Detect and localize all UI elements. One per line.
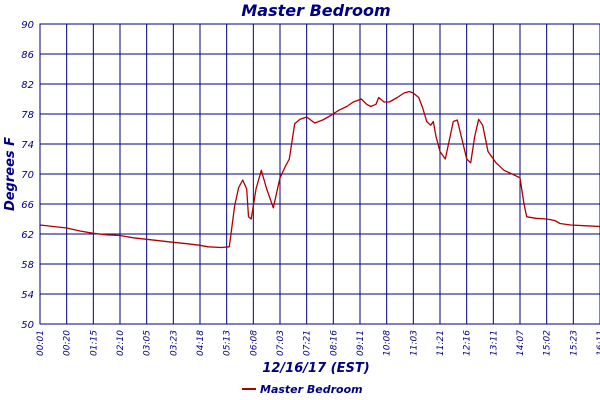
y-tick-label: 90 bbox=[21, 20, 34, 31]
x-tick-label: 05:13 bbox=[223, 330, 233, 356]
x-tick-label: 01:15 bbox=[89, 330, 99, 356]
x-tick-label: 00:20 bbox=[63, 330, 73, 356]
y-tick-label: 62 bbox=[21, 230, 34, 241]
y-tick-label: 74 bbox=[21, 140, 34, 151]
y-tick-label: 66 bbox=[21, 200, 34, 211]
x-tick-label: 07:21 bbox=[303, 330, 313, 356]
y-tick-label: 54 bbox=[21, 290, 34, 301]
x-tick-label: 08:16 bbox=[329, 330, 339, 356]
chart-title: Master Bedroom bbox=[241, 1, 390, 20]
x-tick-label: 15:02 bbox=[543, 330, 553, 356]
y-tick-label: 58 bbox=[21, 260, 34, 271]
x-tick-label: 14:07 bbox=[516, 330, 526, 356]
x-tick-label: 13:11 bbox=[489, 330, 499, 356]
x-tick-label: 12:16 bbox=[463, 330, 473, 356]
x-tick-label: 10:08 bbox=[383, 330, 393, 356]
plot-frame bbox=[39, 23, 600, 325]
x-tick-label: 06:08 bbox=[249, 330, 259, 356]
grid bbox=[39, 23, 600, 325]
legend-label: Master Bedroom bbox=[260, 383, 363, 396]
x-tick-label: 11:21 bbox=[436, 330, 446, 356]
y-tick-label: 70 bbox=[21, 170, 34, 181]
y-tick-label: 82 bbox=[21, 80, 34, 91]
legend: Master Bedroom bbox=[242, 383, 363, 396]
y-axis-ticks: 50 54 58 62 66 70 74 78 82 86 90 bbox=[21, 20, 34, 331]
x-tick-label: 02:10 bbox=[116, 330, 126, 356]
series-line bbox=[39, 90, 600, 249]
y-tick-label: 50 bbox=[21, 320, 34, 331]
x-tick-label: 16:11 bbox=[596, 330, 600, 356]
series-layer bbox=[39, 90, 600, 249]
x-tick-label: 00:01 bbox=[36, 330, 46, 356]
x-tick-label: 04:18 bbox=[196, 330, 206, 356]
y-tick-label: 86 bbox=[21, 50, 34, 61]
y-tick-label: 78 bbox=[21, 110, 34, 121]
x-tick-label: 03:05 bbox=[143, 330, 153, 356]
x-tick-label: 07:03 bbox=[276, 330, 286, 356]
x-tick-label: 11:03 bbox=[409, 330, 419, 356]
x-axis-label: 12/16/17 (EST) bbox=[262, 361, 369, 376]
x-tick-label: 15:23 bbox=[569, 330, 579, 356]
x-tick-label: 09:11 bbox=[356, 330, 366, 356]
x-tick-label: 03:23 bbox=[169, 330, 179, 356]
x-axis-ticks: 00:01 00:20 01:15 02:10 03:05 03:23 04:18 05:13… bbox=[36, 330, 600, 356]
y-axis-label: Degrees F bbox=[3, 137, 18, 211]
